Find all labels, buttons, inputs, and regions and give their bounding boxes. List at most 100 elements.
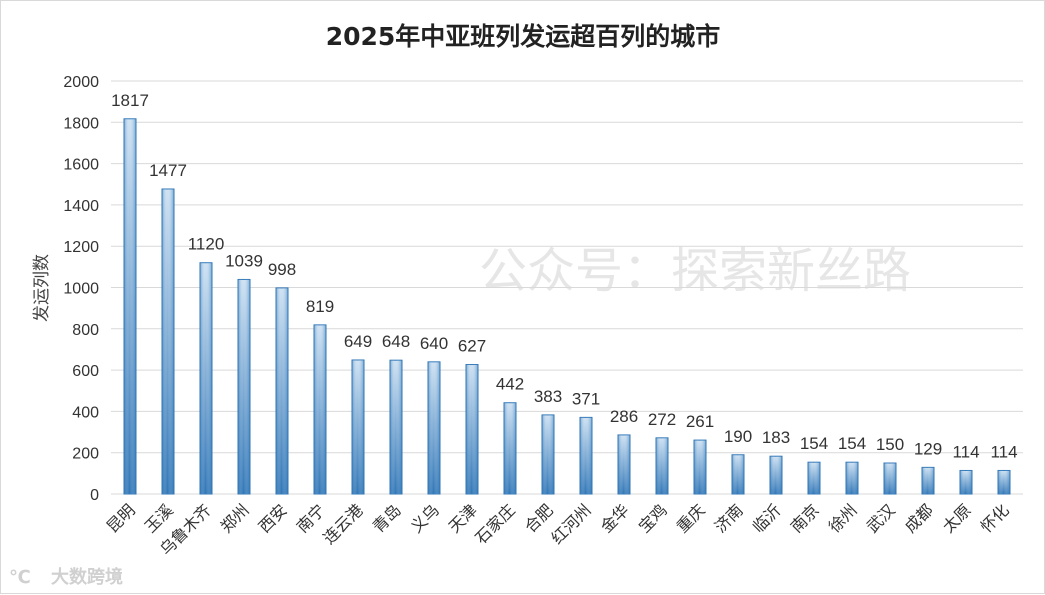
bar [693,439,707,495]
bar [313,324,327,495]
bar [769,455,783,495]
bar [237,278,251,495]
data-label: 442 [496,375,524,394]
bar-shade [808,462,820,494]
bar [807,461,821,495]
bar-shade [200,262,212,494]
bar [199,262,213,495]
bar [959,469,973,495]
bar [161,188,175,495]
category-label: 宝鸡 [635,500,671,536]
data-label: 1817 [111,91,149,110]
bar [275,287,289,495]
data-label: 183 [762,428,790,447]
bar [731,454,745,495]
bar-shade [580,417,592,494]
data-label: 819 [306,297,334,316]
bar-shade [618,434,630,494]
data-label: 114 [952,442,979,461]
category-label: 金华 [597,500,633,536]
bar-shade [124,118,136,495]
bar-shade [314,324,326,494]
category-label: 义乌 [407,500,443,536]
data-label: 998 [268,260,296,279]
bar-shade [162,188,174,494]
bar [655,437,669,495]
bar [541,414,555,495]
y-tick-label: 1400 [63,198,99,215]
data-label: 627 [458,337,486,356]
category-label: 重庆 [673,500,709,536]
category-labels: 昆明 玉溪乌鲁木齐 郑州 西安 南宁连云港 青岛 义乌 天津石家庄 合肥红河州 金华 宝鸡 重庆 济南临… [103,500,1013,559]
y-axis-label: 发运列数 [32,254,52,322]
category-label: 武汉 [863,500,899,536]
bar-shade [922,467,934,494]
watermark: 公众号：探索新丝路 [479,243,911,299]
bar-shade [770,456,782,494]
category-label: 怀化 [977,500,1013,536]
category-label: 石家庄 [471,500,518,547]
bar-shade [884,463,896,494]
bar [389,359,403,495]
bar-shade [352,359,364,494]
bar-shade [428,361,440,494]
bar-shade [276,287,288,494]
bar-shade [390,360,402,494]
bar-shade [466,364,478,494]
data-label: 261 [686,412,714,431]
category-label: 郑州 [217,500,253,536]
bar-shade [732,454,744,494]
brand-logo: ℃ 大数跨境 [9,566,123,588]
bar-shade [998,470,1010,494]
y-tick-label: 1800 [63,115,99,132]
y-axis-ticks: 0 200 400 600 800 1000 1200 1400 1600 1800 2000 [63,74,99,504]
category-label: 临沂 [749,500,785,536]
bar-shade [542,414,554,494]
bar-shade [504,402,516,494]
y-tick-label: 1200 [63,239,99,256]
data-label: 150 [876,435,904,454]
category-label: 太原 [939,500,975,536]
category-label: 红河州 [547,500,594,547]
bar [503,402,517,495]
category-label: 青岛 [369,500,405,536]
logo-text: 大数跨境 [51,566,123,588]
category-label: 连云港 [319,500,366,547]
logo-mark-icon: ℃ [9,567,31,588]
y-tick-label: 0 [90,487,99,504]
category-label: 南京 [787,500,823,536]
bar-shade [656,437,668,494]
data-label: 1120 [188,235,225,254]
bar [883,462,897,495]
data-label: 383 [534,387,562,406]
data-label: 640 [420,334,448,353]
data-label: 190 [724,427,752,446]
y-tick-label: 800 [72,322,99,339]
bar [123,118,137,495]
y-tick-label: 200 [72,446,99,463]
data-label: 286 [610,407,638,426]
bar [617,434,631,495]
chart-title: 2025年中亚班列发运超百列的城市 [326,22,721,51]
y-tick-label: 400 [72,404,99,421]
data-label: 272 [648,410,676,429]
data-label: 154 [800,434,828,453]
y-tick-label: 1000 [63,281,99,298]
data-label: 371 [572,389,600,408]
y-tick-label: 1600 [63,157,99,174]
data-label: 154 [838,434,866,453]
category-label: 昆明 [103,500,139,536]
category-label: 成都 [901,500,937,536]
category-label: 徐州 [825,500,861,536]
bar [579,416,593,495]
bar-shade [960,470,972,494]
bar [845,461,859,495]
bar [921,466,935,495]
data-label: 649 [344,332,372,351]
y-tick-label: 2000 [63,74,99,91]
gridlines [111,80,1023,495]
data-label: 1477 [149,161,187,180]
bar [997,469,1011,495]
